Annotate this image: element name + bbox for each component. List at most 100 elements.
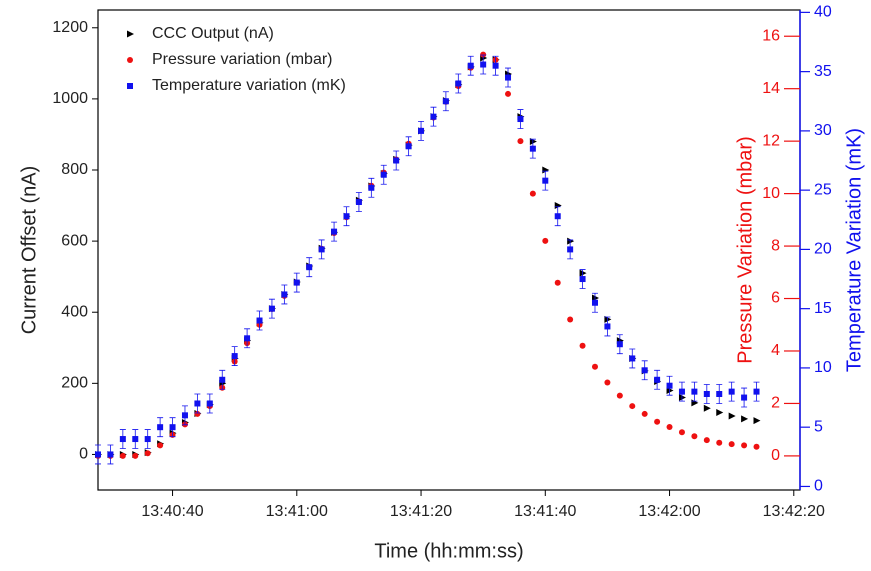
square-marker xyxy=(753,388,760,395)
circle-marker xyxy=(691,433,698,440)
square-marker xyxy=(380,171,387,178)
circle-marker xyxy=(753,443,760,450)
y3-tick-label: 10 xyxy=(814,359,832,376)
circle-marker xyxy=(728,441,735,448)
square-marker xyxy=(666,382,673,389)
y-tick-label: 1000 xyxy=(52,90,88,107)
y2-tick-label: 6 xyxy=(771,290,780,307)
legend-marker xyxy=(127,57,133,63)
square-marker xyxy=(554,213,561,220)
circle-marker xyxy=(654,418,661,425)
square-marker xyxy=(678,388,685,395)
circle-marker xyxy=(567,316,574,323)
x-tick-label: 13:40:40 xyxy=(141,503,203,520)
y3-tick-label: 5 xyxy=(814,418,823,435)
circle-marker xyxy=(666,424,673,431)
square-marker xyxy=(517,116,524,123)
square-marker xyxy=(169,424,176,431)
y2-tick-label: 0 xyxy=(771,447,780,464)
x-tick-label: 13:42:20 xyxy=(763,503,825,520)
square-marker xyxy=(442,98,449,105)
square-marker xyxy=(355,199,362,205)
circle-marker xyxy=(157,442,164,449)
y2-tick-label: 12 xyxy=(762,132,780,149)
y2-tick-label: 16 xyxy=(762,27,780,44)
x-tick-label: 13:41:20 xyxy=(390,503,452,520)
triangle-marker xyxy=(604,315,612,323)
circle-marker xyxy=(480,51,487,58)
y3-tick-label: 40 xyxy=(814,4,832,21)
circle-marker xyxy=(641,410,648,417)
circle-marker xyxy=(119,452,126,459)
legend-label: Pressure variation (mbar) xyxy=(152,51,333,68)
triangle-marker xyxy=(728,412,736,420)
circle-marker xyxy=(703,437,710,444)
legend-label: Temperature variation (mK) xyxy=(152,77,346,94)
x-tick-label: 13:41:00 xyxy=(266,503,328,520)
circle-marker xyxy=(678,429,685,436)
square-marker xyxy=(318,246,325,253)
square-marker xyxy=(728,388,735,395)
circle-marker xyxy=(132,452,139,459)
y2-tick-label: 8 xyxy=(771,237,780,254)
square-marker xyxy=(293,279,300,286)
y2-tick-label: 10 xyxy=(762,185,780,202)
square-marker xyxy=(418,127,425,134)
x-tick-label: 13:41:40 xyxy=(514,503,576,520)
square-marker xyxy=(206,400,213,407)
y3-tick-label: 0 xyxy=(814,478,823,495)
square-marker xyxy=(393,157,400,164)
circle-marker xyxy=(716,439,723,446)
square-marker xyxy=(604,323,611,330)
square-marker xyxy=(331,228,338,235)
square-marker xyxy=(107,451,114,458)
triangle-marker xyxy=(691,399,699,407)
square-marker xyxy=(641,367,648,374)
y3-tick-label: 35 xyxy=(814,63,832,80)
circle-marker xyxy=(144,450,151,457)
circle-marker xyxy=(579,342,586,349)
y2-tick-label: 4 xyxy=(771,342,780,359)
square-marker xyxy=(281,291,288,298)
y2-tick-label: 2 xyxy=(771,395,780,412)
x-axis-title: Time (hh:mm:ss) xyxy=(374,540,523,562)
square-marker xyxy=(343,213,350,220)
square-marker xyxy=(95,451,101,458)
square-marker xyxy=(181,412,188,419)
circle-marker xyxy=(591,363,598,370)
circle-marker xyxy=(741,442,748,449)
y3-tick-label: 30 xyxy=(814,122,832,139)
y-tick-label: 1200 xyxy=(52,19,88,36)
legend-marker xyxy=(127,83,133,89)
y-tick-label: 200 xyxy=(61,375,88,392)
y2-tick-label: 14 xyxy=(762,80,780,97)
square-marker xyxy=(405,143,412,150)
legend-label: CCC Output (nA) xyxy=(152,25,274,42)
triangle-marker xyxy=(678,394,686,402)
square-marker xyxy=(157,424,164,431)
triangle-marker xyxy=(716,408,724,416)
square-marker xyxy=(256,317,263,324)
triangle-marker xyxy=(741,415,749,423)
circle-marker xyxy=(529,190,536,197)
square-marker xyxy=(691,388,698,395)
square-marker xyxy=(467,62,474,69)
circle-marker xyxy=(194,410,201,417)
y-tick-label: 0 xyxy=(79,446,88,463)
square-marker xyxy=(219,376,226,383)
square-marker xyxy=(231,353,238,360)
y3-tick-label: 25 xyxy=(814,181,832,198)
square-marker xyxy=(244,335,251,342)
y-tick-label: 800 xyxy=(61,161,88,178)
y-tick-label: 600 xyxy=(61,232,88,249)
x-tick-label: 13:42:00 xyxy=(638,503,700,520)
y2-axis-title: Pressure Variation (mbar) xyxy=(734,136,756,363)
square-marker xyxy=(567,246,574,253)
square-marker xyxy=(529,145,536,152)
circle-marker xyxy=(629,403,636,410)
square-marker xyxy=(579,276,586,283)
triangle-marker xyxy=(579,269,587,277)
square-marker xyxy=(703,391,710,397)
square-marker xyxy=(654,376,661,383)
